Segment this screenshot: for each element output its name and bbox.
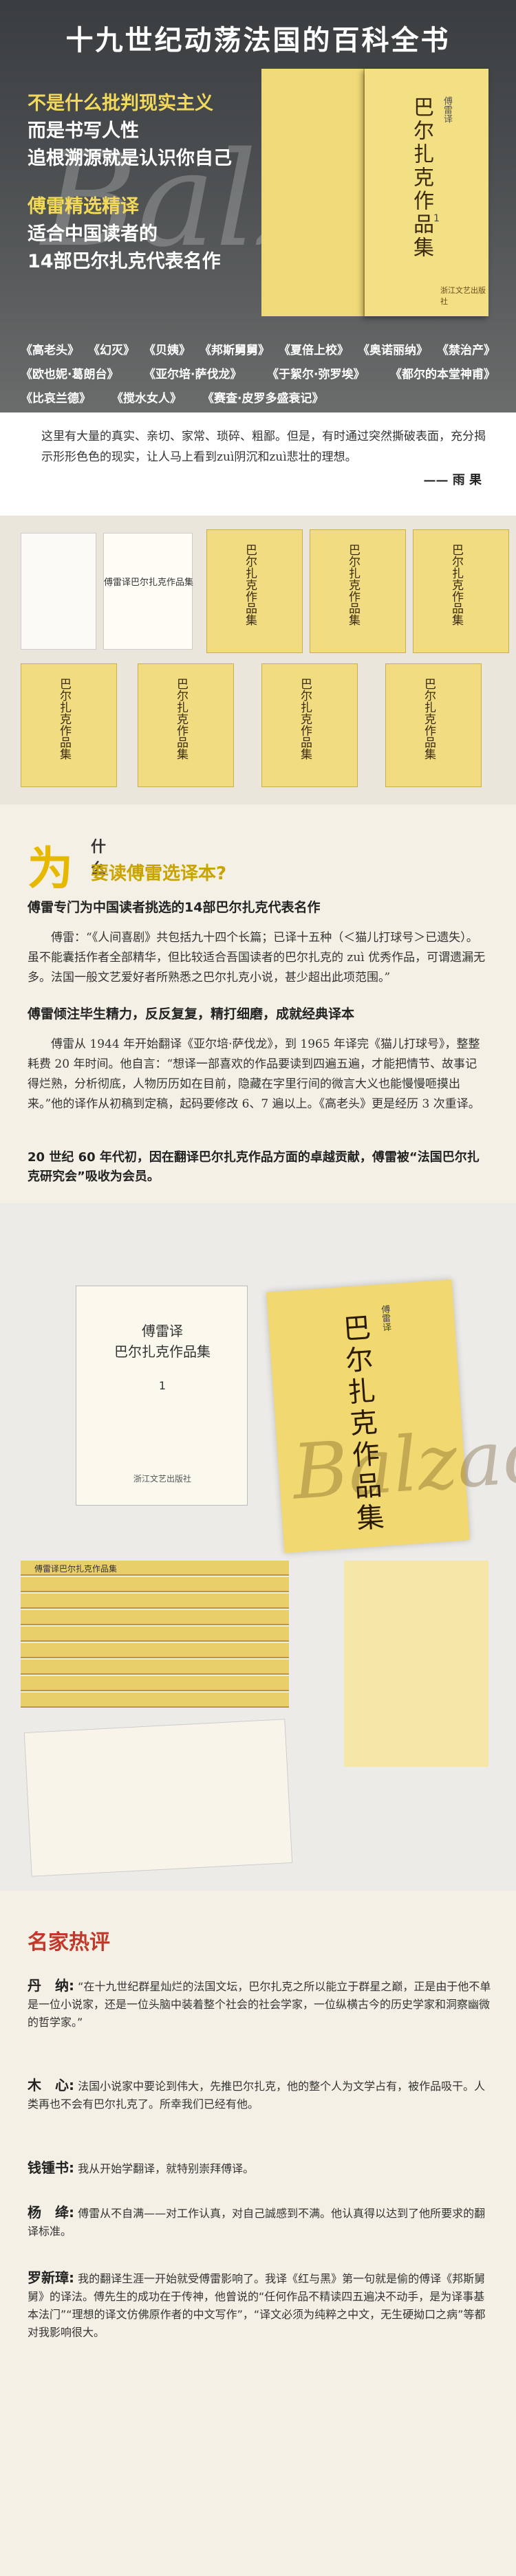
white-book-title: 傅雷译 巴尔扎克作品集 xyxy=(114,1323,211,1360)
review-text: “在十九世纪群星灿烂的法国文坛，巴尔扎克之所以能立于群星之巅，正是由于他不单是一… xyxy=(28,1980,491,2029)
book-stack-image: 傅雷译 巴尔扎克作品集 1 浙江文艺出版社 xyxy=(261,69,488,316)
hero-banner: Balzac 十九世纪动荡法国的百科全书 不是什么批判现实主义 而是书写人性 追… xyxy=(0,0,516,412)
review-text: 法国小说家中要论到伟大，先推巴尔扎克，他的整个人为文学占有，被作品吸干。人类再也… xyxy=(28,2080,486,2111)
title-item: 《欧也妮·葛朗台》 xyxy=(21,368,119,382)
title-item: 《比哀兰德》 xyxy=(21,392,91,406)
why-what: 什么 xyxy=(91,839,107,878)
hero-line-6: 14部巴尔扎克代表名作 xyxy=(28,251,221,272)
why-point-2: 傅雷倾注毕生精力，反反复复，精打细磨，成就经典译本 xyxy=(28,1006,355,1022)
open-book-title: 傅雷译巴尔扎克作品集 xyxy=(104,577,194,588)
why-subtitle: 要读傅雷选译本? xyxy=(91,863,227,884)
books-photo: 傅雷译巴尔扎克作品集 巴尔扎克作品集 巴尔扎克作品集 巴尔扎克作品集 巴尔扎克作… xyxy=(0,516,516,804)
why-section: 为 什么 要读傅雷选译本? 傅雷专门为中国读者挑选的14部巴尔扎克代表名作 傅雷… xyxy=(0,804,516,1203)
hero-line-1: 不是什么批判现实主义 xyxy=(28,93,213,114)
hero-title: 十九世纪动荡法国的百科全书 xyxy=(65,25,451,56)
why-point-1: 傅雷专门为中国读者挑选的14部巴尔扎克代表名作 xyxy=(28,900,321,915)
why-conclusion: 20 世纪 60 年代初，因在翻译巴尔扎克作品方面的卓越贡献，傅雷被“法国巴尔扎… xyxy=(28,1150,480,1184)
reviews-title: 名家热评 xyxy=(28,1930,110,1955)
titles-row: 《比哀兰德》 《搅水女人》 《赛查·皮罗多盛衰记》 xyxy=(21,388,495,406)
review-text: 我从开始学翻译，就特别崇拜傅译。 xyxy=(78,2162,255,2175)
review-name: 木 心: xyxy=(28,2077,74,2093)
book-volume: 1 xyxy=(433,213,440,224)
titles-list: 《高老头》 《幻灭》 《贝姨》 《邦斯舅舅》 《夏倍上校》 《奥诺丽纳》 《禁治… xyxy=(21,340,495,412)
hero-line-4: 傅雷精选精译 xyxy=(28,196,139,217)
book-cover: 巴尔扎克作品集 xyxy=(138,663,234,787)
why-big-char: 为 xyxy=(28,842,73,895)
quote-author: —— 雨 果 xyxy=(423,473,482,487)
title-item: 《搅水女人》 xyxy=(111,392,182,406)
book-cover: 巴尔扎克作品集 xyxy=(21,663,117,787)
title-item: 《都尔的本堂神甫》 xyxy=(390,368,495,382)
title-item: 《夏倍上校》 xyxy=(279,344,349,357)
title-item: 《于絮尔·弥罗埃》 xyxy=(267,368,365,382)
open-book-page xyxy=(21,533,96,650)
white-book-cover: 傅雷译 巴尔扎克作品集 1 浙江文艺出版社 xyxy=(76,1286,248,1506)
open-book-title-page: 傅雷译巴尔扎克作品集 xyxy=(103,533,193,650)
hero-line-2: 而是书写人性 xyxy=(28,120,139,142)
review-item: 木 心: 法国小说家中要论到伟大，先推巴尔扎克，他的整个人为文学占有，被作品吸干… xyxy=(28,2076,495,2113)
book-spines: 傅雷译巴尔扎克作品集 xyxy=(21,1561,289,1712)
yellow-book-translator: 傅雷译 xyxy=(378,1304,391,1332)
book-cover: 巴尔扎克作品集 xyxy=(310,529,406,653)
review-text: 傅雷从不自满——对工作认真，对自己誠感到不满。他认真得以达到了他所要求的翻译标准… xyxy=(28,2207,486,2238)
yellow-book-cover: Balzac 傅雷译 巴尔扎克作品集 xyxy=(266,1279,516,1553)
why-paragraph-2: 傅雷从 1944 年开始翻译《亚尔培·萨伐龙》，到 1965 年译完《猫儿打球号… xyxy=(28,1037,480,1111)
open-book-image xyxy=(23,1719,293,1877)
book-cover: 巴尔扎克作品集 xyxy=(385,663,482,787)
book-cover: 巴尔扎克作品集 xyxy=(261,663,358,787)
book-title: 巴尔扎克作品集 xyxy=(409,96,433,260)
title-item: 《奥诺丽纳》 xyxy=(358,344,428,357)
review-text: 我的翻译生涯一开始就受傅雷影响了。我译《红与黑》第一句就是偷的傅译《邦斯舅舅》的… xyxy=(28,2272,486,2339)
hugo-quote: 这里有大量的真实、亲切、家常、琐碎、粗鄙。但是，有时通过突然撕破表面，充分揭示形… xyxy=(0,412,516,516)
book-cover: 傅雷译 巴尔扎克作品集 1 浙江文艺出版社 xyxy=(365,69,488,316)
titles-row: 《欧也妮·葛朗台》 《亚尔培·萨伐龙》 《于絮尔·弥罗埃》 《都尔的本堂神甫》 xyxy=(21,364,495,382)
hero-line-5: 适合中国读者的 xyxy=(28,223,158,245)
review-item: 杨 绛: 傅雷从不自满——对工作认真，对自己誠感到不满。他认真得以达到了他所要求… xyxy=(28,2203,495,2241)
reviews-section: 名家热评 丹 纳: “在十九世纪群星灿烂的法国文坛，巴尔扎克之所以能立于群星之巅… xyxy=(0,1891,516,2576)
title-item: 《禁治产》 xyxy=(437,344,495,357)
review-name: 丹 纳: xyxy=(28,1977,74,1994)
quote-text: 这里有大量的真实、亲切、家常、琐碎、粗鄙。但是，有时通过突然撕破表面，充分揭示形… xyxy=(41,430,486,464)
book-cover: 巴尔扎克作品集 xyxy=(413,529,509,653)
review-name: 钱锺书: xyxy=(28,2159,74,2176)
title-item: 《邦斯舅舅》 xyxy=(200,344,270,357)
book-publisher: 浙江文艺出版社 xyxy=(440,286,486,306)
hero-line-3: 追根溯源就是认识你自己 xyxy=(28,148,232,169)
why-paragraph-1: 傅雷：“《人间喜剧》共包括九十四个长篇；已译十五种（＜猫儿打球号＞已遗失）。虽不… xyxy=(28,931,486,984)
title-item: 《高老头》 xyxy=(21,344,79,357)
white-book-volume: 1 xyxy=(158,1379,166,1392)
review-item: 丹 纳: “在十九世纪群星灿烂的法国文坛，巴尔扎克之所以能立于群星之巅，正是由于… xyxy=(28,1977,495,2032)
stacked-books xyxy=(344,1561,488,1767)
signature-watermark: Balzac xyxy=(289,1411,516,1517)
books-photo-2: 傅雷译 巴尔扎克作品集 1 浙江文艺出版社 Balzac 傅雷译 巴尔扎克作品集… xyxy=(0,1203,516,1891)
title-item: 《贝姨》 xyxy=(144,344,191,357)
title-item: 《亚尔培·萨伐龙》 xyxy=(144,368,242,382)
review-item: 钱锺书: 我从开始学翻译，就特别崇拜傅译。 xyxy=(28,2159,495,2178)
title-item: 《赛查·皮罗多盛衰记》 xyxy=(202,392,324,406)
review-item: 罗新璋: 我的翻译生涯一开始就受傅雷影响了。我译《红与黑》第一句就是偷的傅译《邦… xyxy=(28,2269,495,2342)
review-name: 杨 绛: xyxy=(28,2204,74,2221)
titles-row: 《高老头》 《幻灭》 《贝姨》 《邦斯舅舅》 《夏倍上校》 《奥诺丽纳》 《禁治… xyxy=(21,340,495,357)
title-item: 《幻灭》 xyxy=(88,344,135,357)
book-translator: 傅雷译 xyxy=(442,96,452,123)
book-cover: 巴尔扎克作品集 xyxy=(206,529,303,653)
white-book-publisher: 浙江文艺出版社 xyxy=(133,1474,191,1484)
review-name: 罗新璋: xyxy=(28,2269,74,2286)
